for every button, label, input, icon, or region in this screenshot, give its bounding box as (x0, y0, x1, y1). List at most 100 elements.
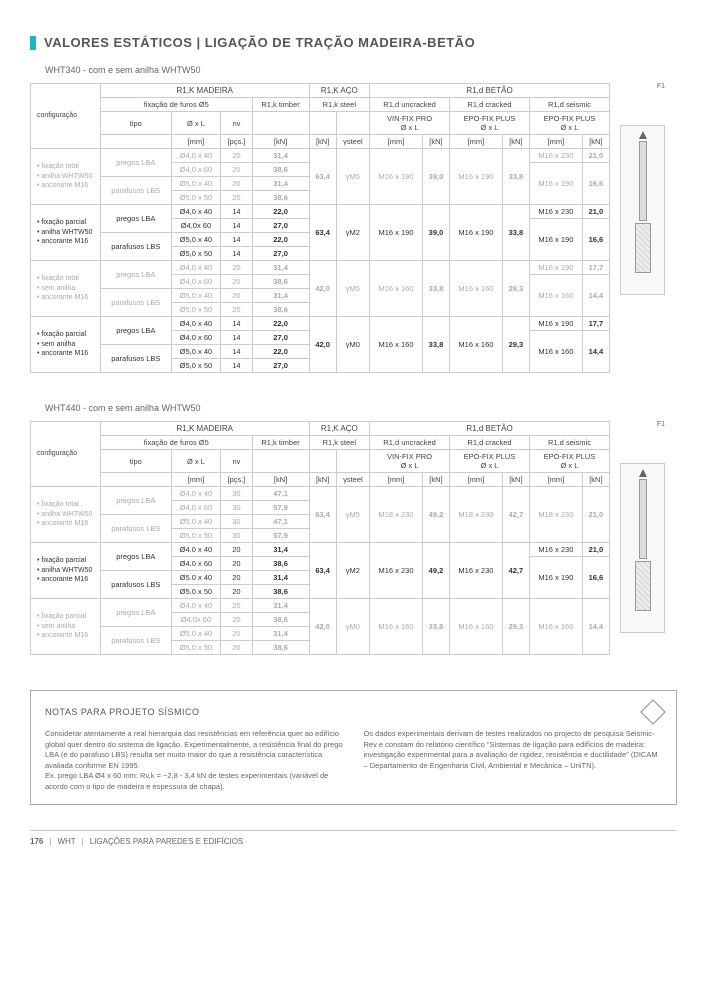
notes-title: NOTAS PARA PROJETO SÍSMICO (45, 707, 200, 717)
data-cell: M16 x 160 (529, 331, 582, 373)
table2-body: fixação totalanilha WHTW50ancorante M18p… (31, 487, 610, 655)
accent-bar (30, 36, 36, 50)
data-cell: 14,4 (582, 331, 609, 373)
data-cell: 20 (221, 177, 252, 191)
data-cell: 33,8 (422, 317, 449, 373)
data-cell: M16 x 190 (450, 205, 503, 261)
th-u-mm2: [mm] (370, 135, 423, 149)
data-cell: Ø4.0 x 40 (171, 543, 221, 557)
th-epo2: EPO-FIX PLUS Ø x L (529, 450, 609, 473)
tipo-cell: parafusos LBS (101, 345, 172, 373)
data-cell: 49,2 (422, 487, 449, 543)
data-cell: M16 x 230 (529, 205, 582, 219)
diagram1 (620, 125, 665, 295)
th-aco: R1,K AÇO (309, 84, 370, 98)
notes-left: Considerar atentamente a real hierarquia… (45, 729, 344, 792)
data-cell: 20 (221, 585, 252, 599)
data-cell: M16 x 190 (529, 317, 582, 331)
data-cell: M16 x 160 (450, 317, 503, 373)
data-cell: 29,3 (502, 261, 529, 317)
th-u-pcs: [pçs.] (221, 135, 252, 149)
data-cell: 31,4 (252, 149, 309, 163)
data-cell: 17,7 (582, 317, 609, 331)
data-cell: Ø5,0 x 40 (171, 289, 221, 303)
table2-subtitle: WHT440 - com e sem anilha WHTW50 (45, 403, 677, 413)
data-cell: 42,0 (309, 317, 336, 373)
data-cell: 16,6 (582, 219, 609, 261)
data-cell: 14 (221, 233, 252, 247)
th-u-ys: γsteel (336, 135, 369, 149)
th-u-mm2: [mm] (370, 473, 423, 487)
data-cell: 20 (221, 289, 252, 303)
table-row: fixação parcialanilha WHTW50ancorante M1… (31, 205, 610, 219)
footer-wht: WHT (57, 837, 75, 846)
data-cell: 38,6 (252, 585, 309, 599)
data-cell: γM5 (336, 149, 369, 205)
data-cell: M16 x 190 (370, 149, 423, 205)
data-cell: M16 x 230 (529, 149, 582, 163)
data-cell: 57,9 (252, 529, 309, 543)
data-cell: 42,0 (309, 261, 336, 317)
data-cell: 30 (221, 515, 252, 529)
data-cell: 31,4 (252, 177, 309, 191)
data-cell: Ø4,0 x 40 (171, 205, 221, 219)
data-cell: Ø5,0 x 50 (171, 191, 221, 205)
table1: configuração R1,K MADEIRA R1,K AÇO R1,d … (30, 83, 610, 373)
table-row: fixação totalanilha WHTW50ancorante M18p… (31, 487, 610, 501)
th-nv: nv (221, 112, 252, 135)
data-cell: 39,0 (422, 205, 449, 261)
data-cell: 31,4 (252, 289, 309, 303)
data-cell: 33,8 (502, 149, 529, 205)
data-cell: 17,7 (582, 261, 609, 275)
data-cell: M16 x 190 (529, 261, 582, 275)
data-cell: M16 x 160 (450, 261, 503, 317)
th-u-mm: [mm] (171, 473, 221, 487)
notes-box: NOTAS PARA PROJETO SÍSMICO Considerar at… (30, 690, 677, 805)
th-betao: R1,d BETÃO (370, 422, 610, 436)
data-cell: M16 x 230 (450, 543, 503, 599)
data-cell: Ø5,0 x 50 (171, 303, 221, 317)
th-r1d-unc: R1,d uncracked (370, 98, 450, 112)
config-cell: fixação totalanilha WHTW50ancorante M18 (31, 487, 101, 543)
data-cell: 22,0 (252, 233, 309, 247)
data-cell: Ø4,0 x 60 (171, 501, 221, 515)
notes-columns: Considerar atentamente a real hierarquia… (45, 729, 662, 792)
data-cell: 38,6 (252, 557, 309, 571)
data-cell: 14 (221, 219, 252, 233)
data-cell: 33,8 (422, 261, 449, 317)
data-cell: 42,7 (502, 487, 529, 543)
tipo-cell: parafusos LBS (101, 515, 172, 543)
th-r1d-unc: R1,d uncracked (370, 436, 450, 450)
data-cell: γM5 (336, 261, 369, 317)
table-row: fixação totalsem anilhaancorante M16preg… (31, 261, 610, 275)
data-cell: Ø5,0 x 50 (171, 529, 221, 543)
config-cell: fixação parcialsem anilhaancorante M16 (31, 317, 101, 373)
config-cell: fixação parcialanilha WHTW50ancorante M1… (31, 543, 101, 599)
data-cell: 39,0 (422, 149, 449, 205)
data-cell: M16 x 160 (370, 599, 423, 655)
table1-wrap: configuração R1,K MADEIRA R1,K AÇO R1,d … (30, 83, 677, 373)
th-madeira: R1,K MADEIRA (101, 84, 310, 98)
data-cell: 63,4 (309, 149, 336, 205)
data-cell: 47,1 (252, 487, 309, 501)
data-cell: 30 (221, 501, 252, 515)
data-cell: Ø4,0 x 40 (171, 317, 221, 331)
data-cell: Ø4,0 x 40 (171, 149, 221, 163)
data-cell: Ø5,0 x 40 (171, 345, 221, 359)
tipo-cell: pregos LBA (101, 599, 172, 627)
table-row: fixação totalanilha WHTW50ancorante M16p… (31, 149, 610, 163)
shaft-icon (639, 141, 647, 221)
table2: configuração R1,K MADEIRA R1,K AÇO R1,d … (30, 421, 610, 655)
data-cell: 31,4 (252, 261, 309, 275)
data-cell: 14 (221, 359, 252, 373)
data-cell: Ø5,0 x 50 (171, 359, 221, 373)
tipo-cell: pregos LBA (101, 317, 172, 345)
data-cell: 16,6 (582, 557, 609, 599)
config-cell: fixação totalsem anilhaancorante M16 (31, 261, 101, 317)
data-cell: 14 (221, 317, 252, 331)
data-cell: 38,6 (252, 303, 309, 317)
tipo-cell: parafusos LBS (101, 289, 172, 317)
data-cell: 63,4 (309, 205, 336, 261)
page-footer: 176 | WHT | LIGAÇÕES PARA PAREDES E EDIF… (30, 830, 677, 846)
table1-body: fixação totalanilha WHTW50ancorante M16p… (31, 149, 610, 373)
